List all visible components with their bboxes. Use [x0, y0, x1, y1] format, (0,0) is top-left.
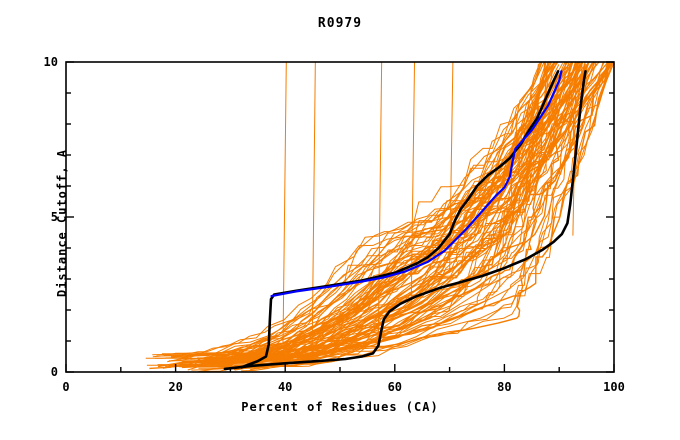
x-tick-label: 80 — [497, 380, 512, 394]
chart-title: R0979 — [317, 16, 363, 31]
y-tick-label: 0 — [50, 365, 58, 379]
x-tick-label: 60 — [387, 380, 403, 394]
x-tick-label: 0 — [62, 380, 70, 394]
series-layer — [145, 61, 615, 373]
x-axis-label: Percent of Residues (CA) — [241, 400, 439, 414]
y-tick-label: 10 — [43, 55, 58, 69]
y-tick-label: 5 — [50, 210, 58, 224]
x-tick-label: 100 — [603, 380, 625, 394]
x-tick-label: 20 — [168, 380, 183, 394]
x-tick-label: 40 — [277, 380, 293, 394]
axes-layer — [65, 61, 615, 373]
